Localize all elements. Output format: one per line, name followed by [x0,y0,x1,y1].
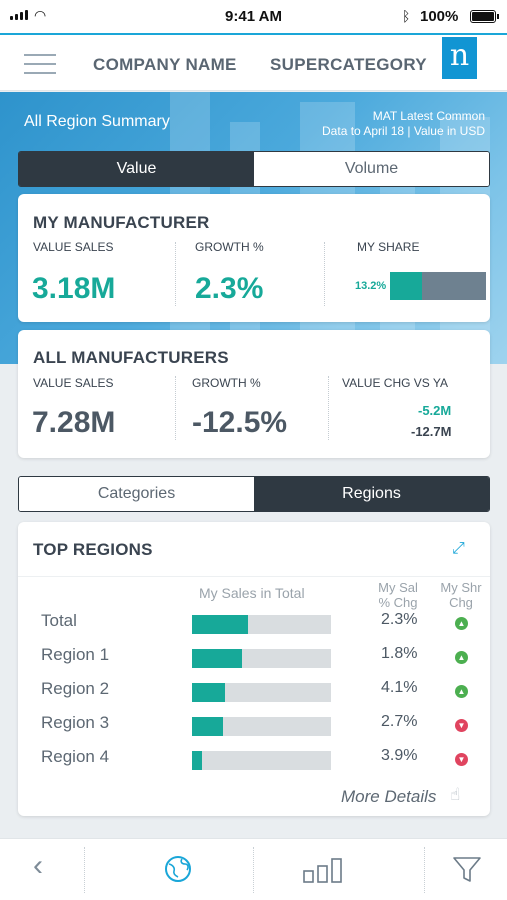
expand-icon[interactable]: ⤢ [452,540,465,557]
value-volume-toggle: Value Volume [18,151,490,187]
tap-hand-icon: ☝ [450,785,461,804]
region-row[interactable]: Region 2 4.1% ▲ [18,675,490,709]
hero-title: All Region Summary [24,113,170,130]
growth-value: 2.3% [195,272,264,305]
supercategory-selector[interactable]: SUPERCATEGORY [270,55,427,74]
sales-share-bar [192,751,331,770]
accent-line [0,33,507,35]
value-chg-1: -5.2M [418,403,452,418]
sales-share-fill [192,717,223,736]
back-icon[interactable]: ‹ [33,849,43,882]
sales-share-bar [192,649,331,668]
my-share-fill [390,272,422,300]
my-share-value: 13.2% [355,280,387,292]
value-sales-label: VALUE SALES [33,240,114,254]
globe-icon[interactable] [164,855,192,890]
col-sales-header: My Sales in Total [199,585,305,601]
status-bar: ◠ 9:41 AM ᛒ 100% [0,0,507,33]
bluetooth-icon: ᛒ [402,8,411,24]
arrow-up-icon: ▲ [455,685,468,698]
arrow-up-icon: ▲ [455,651,468,664]
more-details-link[interactable]: More Details [341,787,437,806]
card-title: ALL MANUFACTURERS [33,348,229,367]
tab-categories[interactable]: Categories [19,477,254,511]
region-name: Region 1 [41,645,110,664]
battery-icon [470,10,499,23]
sales-share-fill [192,649,243,668]
value-sales: 3.18M [32,272,116,305]
hero-note: MAT Latest Common Data to April 18 | Val… [322,109,485,138]
value-chg-label: VALUE CHG VS YA [342,376,449,390]
value-sales-label: VALUE SALES [33,376,114,390]
col-shr-header: My Shr Chg [440,580,482,610]
region-row[interactable]: Region 1 1.8% ▲ [18,641,490,675]
tab-volume[interactable]: Volume [254,152,489,186]
menu-icon[interactable] [24,54,56,74]
sales-pct-chg: 1.8% [381,645,418,662]
filter-icon[interactable] [452,856,482,891]
col-chg-header: My Sal % Chg [378,580,418,610]
status-time: 9:41 AM [225,8,282,25]
sales-pct-chg: 2.7% [381,713,418,730]
wifi-icon: ◠ [34,7,47,23]
value-chg-2: -12.7M [411,424,452,439]
sales-share-bar [192,615,331,634]
top-regions-card: TOP REGIONS ⤢ My Sales in Total My Sal %… [18,522,490,816]
sales-share-bar [192,717,331,736]
arrow-down-icon: ▼ [455,753,468,766]
arrow-up-icon: ▲ [455,617,468,630]
growth-label: GROWTH % [195,240,264,254]
sales-share-fill [192,683,226,702]
categories-regions-tabs: Categories Regions [18,476,490,512]
sales-pct-chg: 3.9% [381,747,418,764]
region-name: Region 4 [41,747,110,766]
sales-pct-chg: 2.3% [381,611,418,628]
growth-label: GROWTH % [192,376,261,390]
brand-logo: n [442,37,477,79]
my-manufacturer-card: MY MANUFACTURER VALUE SALES 3.18M GROWTH… [18,194,490,322]
battery-percent: 100% [420,8,459,25]
region-name: Total [41,611,77,630]
sales-share-fill [192,615,248,634]
card-title: TOP REGIONS [33,540,153,559]
arrow-down-icon: ▼ [455,719,468,732]
all-manufacturers-card: ALL MANUFACTURERS VALUE SALES 7.28M GROW… [18,330,490,458]
bar-chart-icon[interactable] [303,857,343,890]
company-selector[interactable]: COMPANY NAME [93,55,237,74]
sales-pct-chg: 4.1% [381,679,418,696]
bottom-tab-bar: ‹ [0,838,507,900]
sales-share-bar [192,683,331,702]
region-name: Region 3 [41,713,110,732]
sales-share-fill [192,751,202,770]
growth-value: -12.5% [192,406,288,439]
region-name: Region 2 [41,679,110,698]
card-title: MY MANUFACTURER [33,213,210,232]
my-share-label: MY SHARE [357,240,420,254]
app-header: COMPANY NAME SUPERCATEGORY n [0,35,507,91]
region-row[interactable]: Region 4 3.9% ▼ [18,743,490,777]
region-row[interactable]: Total 2.3% ▲ [18,607,490,641]
tab-regions[interactable]: Regions [254,477,489,511]
value-sales: 7.28M [32,406,116,439]
tab-value[interactable]: Value [19,152,254,186]
signal-icon [10,10,28,20]
region-row[interactable]: Region 3 2.7% ▼ [18,709,490,743]
my-share-bar [390,272,486,300]
